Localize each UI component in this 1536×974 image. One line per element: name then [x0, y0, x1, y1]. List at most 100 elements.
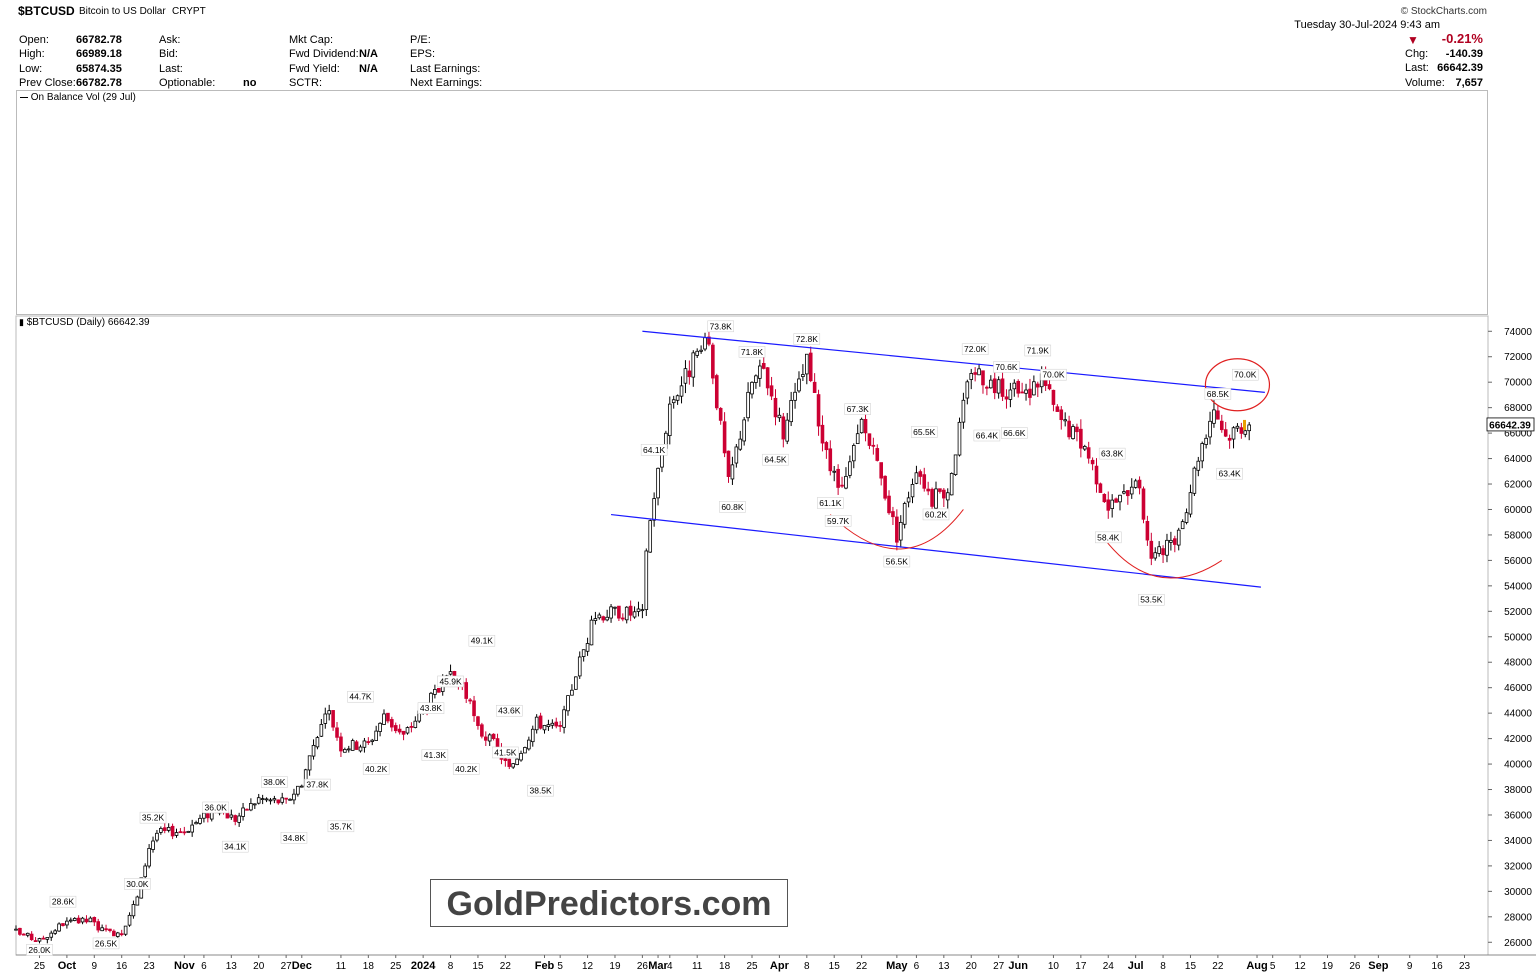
candle-body — [722, 421, 727, 454]
candle-body — [714, 375, 719, 409]
candle-body — [887, 495, 891, 514]
candle-body — [558, 725, 562, 727]
stats-col2-label: Bid: — [159, 48, 178, 61]
x-tick-label: 15 — [1185, 961, 1197, 972]
price-label-box — [280, 832, 308, 844]
candle-body — [80, 917, 85, 923]
candle-body — [996, 379, 1001, 394]
x-tick-label: Aug — [1246, 960, 1267, 972]
stats-right-label: Volume: — [1405, 76, 1445, 89]
candle-body — [1047, 384, 1052, 390]
candle-body — [879, 462, 883, 479]
candle-body — [828, 448, 833, 472]
candle-body — [624, 606, 629, 621]
x-tick-label: 22 — [1212, 961, 1224, 972]
x-tick-label: 13 — [226, 961, 238, 972]
candle-body — [703, 337, 707, 350]
candle-body — [1051, 389, 1056, 405]
price-label-box — [1095, 531, 1122, 544]
candle-body — [1149, 540, 1154, 559]
price-label-box — [922, 508, 950, 521]
y-tick-label: 40000 — [1504, 760, 1532, 771]
candle-body — [765, 367, 770, 389]
stats-col3-label: SCTR: — [289, 76, 322, 89]
price-label: 40.2K — [365, 764, 388, 774]
candle-body — [346, 748, 351, 751]
price-label-box — [304, 778, 331, 791]
price-label-box — [762, 453, 789, 466]
price-label: 72.0K — [964, 344, 987, 354]
candle-body — [648, 520, 653, 553]
candle-body — [1212, 409, 1216, 424]
x-tick-label: 8 — [804, 961, 810, 972]
stats-col3-label: Fwd Yield: — [289, 62, 340, 75]
candle-body — [930, 488, 934, 507]
y-tick-label: 44000 — [1504, 709, 1532, 720]
price-label-box — [421, 749, 449, 761]
y-tick-label: 60000 — [1504, 505, 1532, 516]
candle-body — [1086, 447, 1091, 459]
candle-body — [683, 368, 688, 384]
candle-body — [315, 737, 320, 748]
candle-body — [166, 827, 171, 831]
price-label-box — [883, 555, 911, 568]
candle-body — [229, 814, 234, 818]
candle-body — [1165, 539, 1169, 556]
price-label-box — [261, 776, 288, 788]
stats-left-value: 65874.35 — [76, 62, 122, 75]
price-label: 63.4K — [1219, 469, 1242, 479]
price-label-box — [92, 937, 120, 950]
candle-body — [1157, 546, 1161, 554]
candle-body — [601, 616, 606, 621]
candle-body — [777, 414, 782, 419]
candle-body — [245, 808, 249, 811]
candle-body — [585, 643, 590, 652]
candle-body — [511, 763, 515, 768]
source-credit[interactable]: © StockCharts.com — [1400, 6, 1487, 17]
candle-body — [72, 918, 77, 921]
candle-body — [945, 492, 950, 501]
price-label: 53.5K — [1140, 595, 1163, 605]
candle-body — [1239, 427, 1244, 434]
price-label: 37.8K — [306, 780, 329, 790]
candle-body — [143, 865, 147, 878]
candle-body — [570, 689, 574, 696]
x-tick-label: 22 — [856, 961, 868, 972]
y-tick-label: 62000 — [1504, 480, 1532, 491]
candle-body — [256, 797, 261, 804]
candle-body — [1082, 446, 1087, 450]
candle-body — [597, 614, 602, 619]
watermark: GoldPredictors.com — [430, 879, 788, 927]
x-tick-label: 18 — [719, 961, 731, 972]
candle-body — [875, 448, 880, 461]
price-label-box — [202, 801, 229, 814]
candle-body — [1020, 391, 1024, 394]
price-label: 65.5K — [913, 427, 936, 437]
last-candle-marker — [1243, 419, 1246, 430]
candle-body — [628, 605, 633, 616]
x-tick-label: 9 — [92, 961, 98, 972]
candle-body — [198, 817, 202, 824]
candle-body — [938, 488, 942, 492]
candle-body — [448, 671, 453, 675]
stats-left-label: High: — [19, 48, 45, 61]
candle-body — [871, 444, 876, 447]
candle-body — [515, 758, 519, 766]
y-tick-label: 38000 — [1504, 785, 1532, 796]
candle-body — [288, 798, 292, 801]
stats-col2-value: no — [243, 76, 257, 89]
price-label-box — [1216, 467, 1243, 480]
candle-body — [374, 730, 378, 741]
line-icon — [20, 96, 28, 98]
candle-body — [96, 921, 101, 931]
x-tick-label: 6 — [914, 961, 920, 972]
price-label-box — [362, 763, 390, 775]
candle-body — [335, 727, 339, 738]
candle-body — [1137, 479, 1142, 489]
candle-body — [174, 832, 179, 836]
candle-body — [1028, 388, 1032, 398]
candle-body — [992, 378, 997, 394]
candle-body — [820, 424, 825, 444]
candle-body — [29, 933, 34, 941]
